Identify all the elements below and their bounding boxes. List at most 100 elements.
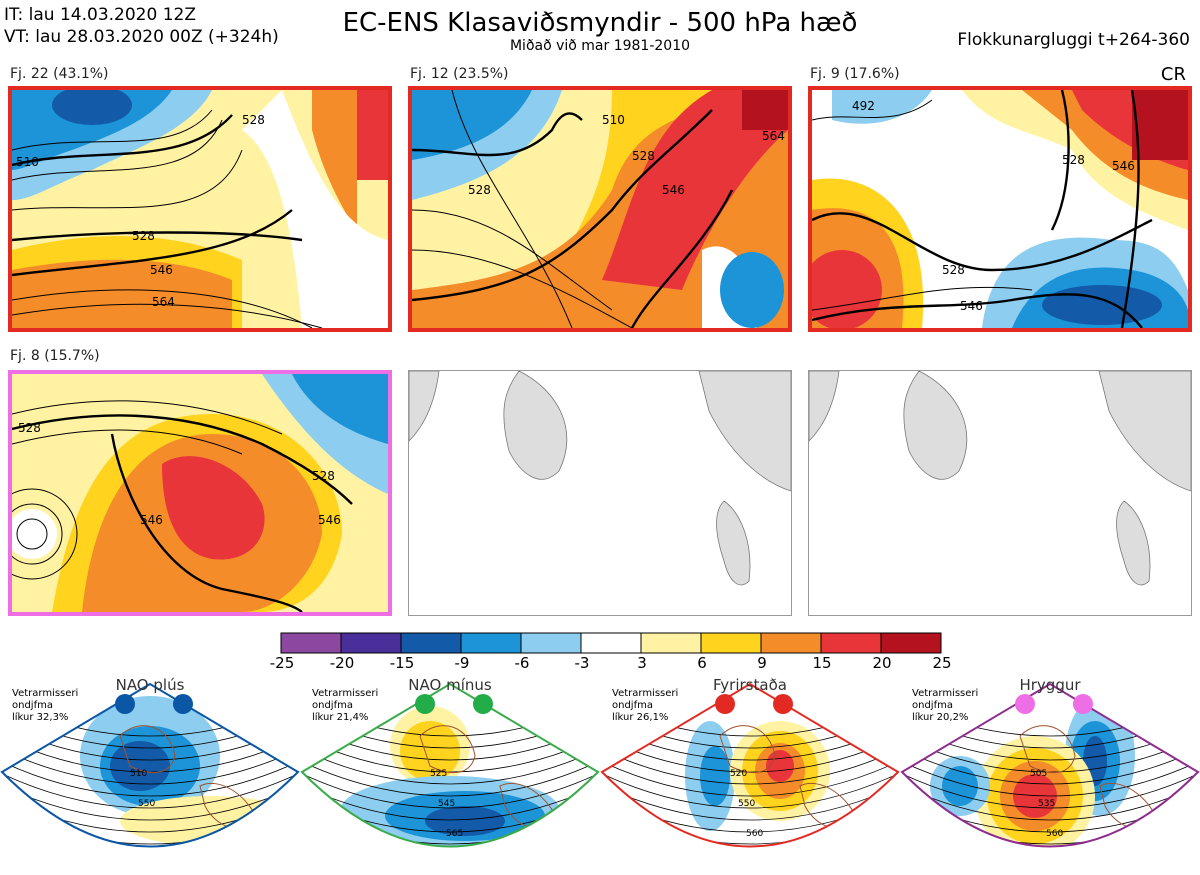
colorbar-tick-label: -9 [454, 654, 470, 672]
colorbar-tick-label: 20 [872, 654, 892, 672]
contour-label: 528 [132, 229, 155, 243]
height-contour [602, 767, 898, 809]
contour-label: 546 [960, 299, 983, 313]
regime-map: 525 545 565 [300, 682, 600, 848]
anomaly-shading [425, 806, 505, 836]
anomaly-shading [942, 766, 978, 806]
contour-label: 550 [738, 799, 755, 809]
regime-outline [600, 682, 900, 848]
colorbar-tick-label: -20 [329, 654, 355, 672]
contour-label: 565 [446, 829, 463, 839]
colorbar-swatch [400, 632, 462, 654]
regime-dot [173, 694, 193, 714]
height-contour [302, 755, 598, 797]
contour-label: 510 [16, 155, 39, 169]
colorbar-swatch [340, 632, 402, 654]
colorbar-swatch [520, 632, 582, 654]
contour-label: 510 [130, 769, 147, 779]
regime-title: Hryggur [1019, 676, 1081, 694]
contour-label: 525 [430, 769, 447, 779]
empty-map-6 [808, 370, 1192, 616]
regime-map: 520 550 560 [600, 682, 900, 848]
colorbar-tick-label: 9 [757, 654, 767, 672]
height-contour [902, 767, 1198, 809]
contour-label: 546 [1112, 159, 1135, 173]
height-contour [902, 743, 1198, 785]
page-title: EC-ENS Klasaviðsmyndir - 500 hPa hæð [342, 8, 858, 38]
regime-dot [115, 694, 135, 714]
colorbar-tick-label: 25 [932, 654, 952, 672]
contour-label: 546 [150, 263, 173, 277]
regime-panel: 520 550 560 Vetrarmisseri ondjfma líkur 26,1%… [600, 676, 900, 871]
height-contour [2, 755, 298, 797]
cluster-map-3: 528 546 528 546 492 [808, 86, 1192, 332]
panel-label-1: Fj. 22 (43.1%) [10, 66, 109, 82]
regime-outline [300, 682, 600, 848]
colorbar [280, 632, 942, 654]
contour-label: 550 [138, 799, 155, 809]
colorbar-tick-label: 15 [812, 654, 832, 672]
panel-label-3: Fj. 9 (17.6%) [810, 66, 900, 82]
contour-label: 505 [1030, 769, 1047, 779]
colorbar-tick-label: 3 [637, 654, 647, 672]
contour-label: 546 [662, 183, 685, 197]
colorbar-swatch [820, 632, 882, 654]
regime-title: NAO mínus [408, 676, 492, 694]
regime-dot [773, 694, 793, 714]
regime-title: Fyrirstaða [713, 676, 787, 694]
page-subtitle: Miðað við mar 1981-2010 [509, 38, 691, 54]
regime-outline [900, 682, 1200, 848]
height-contour [302, 767, 598, 809]
regime-panel: 505 535 560 Vetrarmisseri ondjfma líkur 20,2%… [900, 676, 1200, 871]
regime-note: Vetrarmisseri ondjfma líkur 32,3% [12, 688, 79, 723]
colorbar-swatch [700, 632, 762, 654]
height-contour [302, 743, 598, 785]
cluster-map-2: 510 528 546 564 528 [408, 86, 792, 332]
cr-label: CR [1160, 64, 1186, 85]
contour-label: 564 [152, 295, 175, 309]
regime-map: 505 535 560 [900, 682, 1200, 848]
panel-label-2: Fj. 12 (23.5%) [410, 66, 509, 82]
anomaly-shading [700, 746, 730, 806]
contour-label: 535 [1038, 799, 1055, 809]
contour-label: 546 [140, 513, 163, 527]
initial-time: IT: lau 14.03.2020 12Z [4, 5, 196, 25]
contour-label: 528 [942, 263, 965, 277]
contour-label: 528 [312, 469, 335, 483]
contour-label: 520 [730, 769, 747, 779]
contour-label: 528 [468, 183, 491, 197]
anomaly-shading [110, 741, 170, 791]
regime-title: NAO plús [115, 676, 185, 694]
height-contour [2, 743, 298, 785]
colorbar-swatch [760, 632, 822, 654]
classification-window: Flokkunargluggi t+264-360 [957, 30, 1190, 50]
height-contour [902, 755, 1198, 797]
height-contour [602, 755, 898, 797]
regime-dot [1073, 694, 1093, 714]
colorbar-swatch [280, 632, 342, 654]
regime-dot [415, 694, 435, 714]
regime-map: 510 550 [0, 682, 300, 848]
regime-dot [473, 694, 493, 714]
cluster-map-1: 510 528 546 564 528 [8, 86, 392, 332]
colorbar-swatch [580, 632, 642, 654]
contour-label: 564 [762, 129, 785, 143]
colorbar-tick-label: -15 [389, 654, 415, 672]
colorbar-swatch [460, 632, 522, 654]
valid-time: VT: lau 28.03.2020 00Z (+324h) [4, 27, 279, 47]
colorbar-tick-label: -3 [574, 654, 590, 672]
contour-label: 492 [852, 99, 875, 113]
regime-panel: 510 550 Vetrarmisseri ondjfma líkur 32,3% NAO… [0, 676, 300, 871]
colorbar-swatch [640, 632, 702, 654]
cluster-map-4: 528 546 546 528 [8, 370, 392, 616]
regime-note: Vetrarmisseri ondjfma líkur 20,2% [912, 688, 979, 723]
height-contour [602, 743, 898, 785]
regime-note: Vetrarmisseri ondjfma líkur 26,1% [612, 688, 679, 723]
contour-label: 528 [18, 421, 41, 435]
colorbar-tick-label: -25 [269, 654, 295, 672]
contour-label: 510 [602, 113, 625, 127]
contour-label: 560 [746, 829, 763, 839]
regime-outline [0, 682, 300, 848]
regime-dot [715, 694, 735, 714]
contour-label: 546 [318, 513, 341, 527]
